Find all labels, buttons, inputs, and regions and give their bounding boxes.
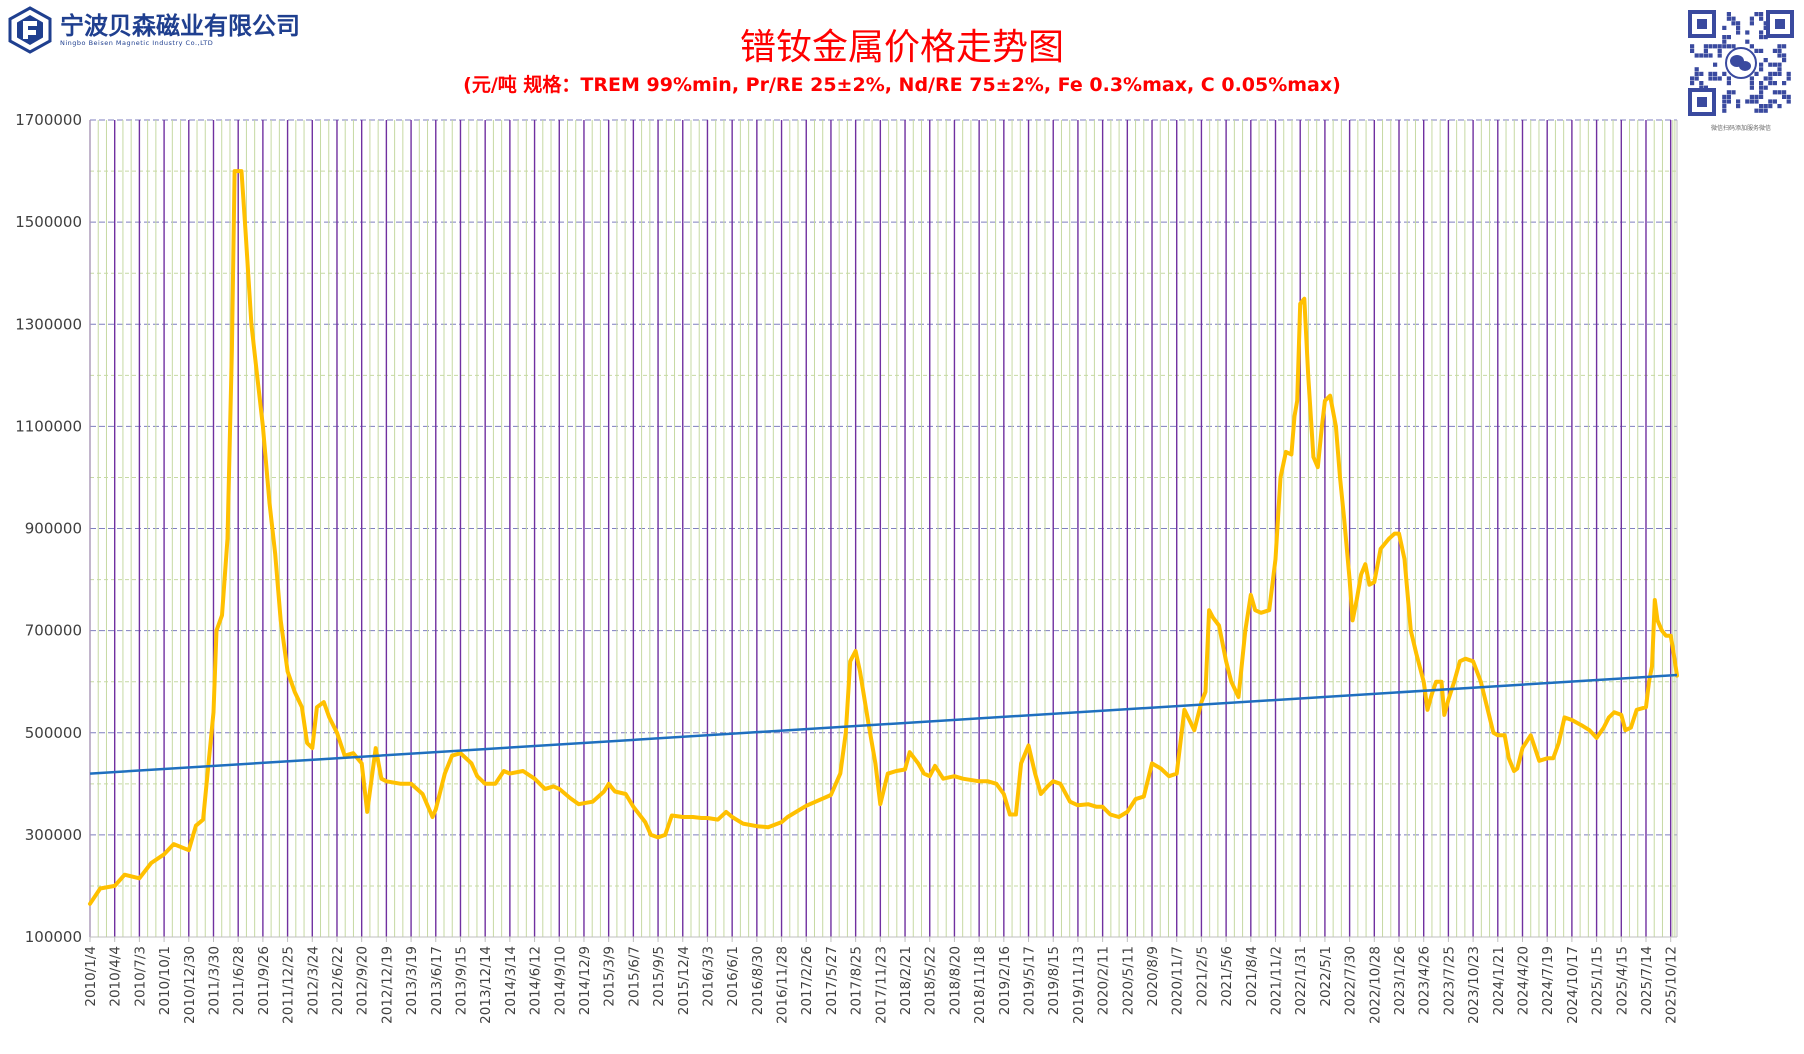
x-tick-label: 2012/3/24 [305,946,321,1015]
y-tick-label: 1300000 [15,315,82,333]
x-tick-label: 2014/3/14 [503,946,519,1015]
major-gridlines [90,119,1677,836]
qr-caption: 微信扫码添加服务微信 [1710,125,1771,132]
x-tick-label: 2025/4/15 [1614,946,1630,1015]
x-tick-label: 2020/5/11 [1120,946,1136,1015]
x-tick-label: 2012/9/20 [355,946,371,1015]
x-tick-label: 2021/5/6 [1219,946,1235,1007]
x-tick-label: 2019/2/16 [997,946,1013,1015]
x-tick-label: 2023/1/26 [1392,946,1408,1015]
x-tick-label: 2014/9/10 [552,946,568,1015]
x-axis-tick-labels: 2010/1/4 2010/4/4 2010/7/3 2010/10/1 2010/12… [83,937,1680,1024]
y-tick-label: 100000 [25,928,82,946]
x-tick-label: 2011/3/30 [206,946,222,1015]
qr-code-icon [1686,8,1796,118]
x-tick-label: 2025/10/12 [1664,946,1680,1024]
x-tick-label: 2015/12/4 [676,946,692,1015]
x-tick-label: 2025/1/15 [1590,946,1606,1015]
x-tick-label: 2019/8/15 [1046,946,1062,1015]
price-series-line [88,169,1679,906]
x-tick-label: 2021/8/4 [1244,946,1260,1007]
x-tick-label: 2021/11/2 [1269,946,1285,1015]
x-tick-label: 2020/11/7 [1170,946,1186,1015]
company-name: 宁波贝森磁业有限公司 [60,12,300,40]
x-tick-label: 2017/2/26 [799,946,815,1015]
x-tick-label: 2019/11/13 [1071,946,1087,1024]
x-tick-label: 2011/6/28 [231,946,247,1015]
x-tick-label: 2020/2/11 [1096,946,1112,1015]
y-tick-label: 900000 [25,520,82,538]
x-tick-label: 2011/12/25 [281,946,297,1024]
x-tick-label: 2010/12/30 [182,946,198,1024]
x-tick-label: 2018/11/18 [972,946,988,1024]
company-name-en: Ningbo Beisen Magnetic Industry Co.,LTD [60,39,214,47]
y-tick-label: 700000 [25,622,82,640]
logo-mark-icon [8,6,52,54]
x-tick-label: 2021/2/5 [1194,946,1210,1007]
chart-title: 镨钕金属价格走势图 [739,27,1064,68]
x-tick-label: 2013/12/14 [478,946,494,1024]
x-tick-label: 2022/5/1 [1318,946,1334,1007]
company-logo: 宁波贝森磁业有限公司 Ningbo Beisen Magnetic Indust… [6,6,300,54]
x-tick-label: 2024/1/21 [1491,946,1507,1015]
x-tick-label: 2012/12/19 [379,946,395,1024]
x-tick-label: 2013/3/19 [404,946,420,1015]
x-tick-label: 2015/6/7 [626,946,642,1007]
x-tick-label: 2020/8/9 [1145,946,1161,1007]
x-tick-label: 2019/5/17 [1022,946,1038,1015]
x-tick-label: 2011/9/26 [256,946,272,1015]
x-tick-label: 2024/10/17 [1565,946,1581,1024]
x-tick-label: 2010/7/3 [132,946,148,1007]
x-tick-label: 2018/5/22 [923,946,939,1015]
x-tick-label: 2015/3/9 [602,946,618,1007]
x-tick-label: 2013/6/17 [429,946,445,1015]
x-tick-label: 2010/4/4 [108,946,124,1007]
x-tick-label: 2022/1/31 [1293,946,1309,1015]
y-axis-tick-labels: 100000 300000 500000 700000 900000 1100000 130… [15,111,82,946]
x-tick-label: 2018/8/20 [947,946,963,1015]
x-tick-label: 2014/12/9 [577,946,593,1015]
x-tick-label: 2017/5/27 [824,946,840,1015]
x-tick-label: 2024/7/19 [1540,946,1556,1015]
trendline [89,673,1678,775]
y-tick-label: 300000 [25,826,82,844]
x-tick-label: 2015/9/5 [651,946,667,1007]
trendline-layer [89,673,1678,775]
x-tick-label: 2025/7/14 [1639,946,1655,1015]
x-tick-label: 2017/11/23 [873,946,889,1024]
x-tick-label: 2010/10/1 [157,946,173,1015]
x-tick-label: 2022/10/28 [1367,946,1383,1024]
x-tick-label: 2014/6/12 [528,946,544,1015]
series-layer [88,169,1679,906]
y-tick-label: 1700000 [15,111,82,129]
chart-subtitle: (元/吨 规格：TREM 99%min, Pr/RE 25±2%, Nd/RE … [463,74,1341,96]
x-tick-label: 2024/4/20 [1515,946,1531,1015]
x-tick-label: 2017/8/25 [849,946,865,1015]
x-tick-label: 2016/3/3 [700,946,716,1007]
y-tick-label: 1100000 [15,417,82,435]
y-tick-label: 500000 [25,724,82,742]
x-tick-label: 2023/4/26 [1417,946,1433,1015]
x-tick-label: 2016/11/28 [775,946,791,1024]
x-tick-label: 2012/6/22 [330,946,346,1015]
x-tick-label: 2018/2/21 [898,946,914,1015]
x-tick-label: 2016/6/1 [725,946,741,1007]
x-tick-label: 2023/7/25 [1441,946,1457,1015]
axes [89,120,1678,938]
x-tick-label: 2016/8/30 [750,946,766,1015]
y-tick-label: 1500000 [15,213,82,231]
x-tick-label: 2023/10/23 [1466,946,1482,1024]
x-tick-label: 2010/1/4 [83,946,99,1007]
x-tick-label: 2022/7/30 [1343,946,1359,1015]
x-tick-label: 2013/9/15 [453,946,469,1015]
